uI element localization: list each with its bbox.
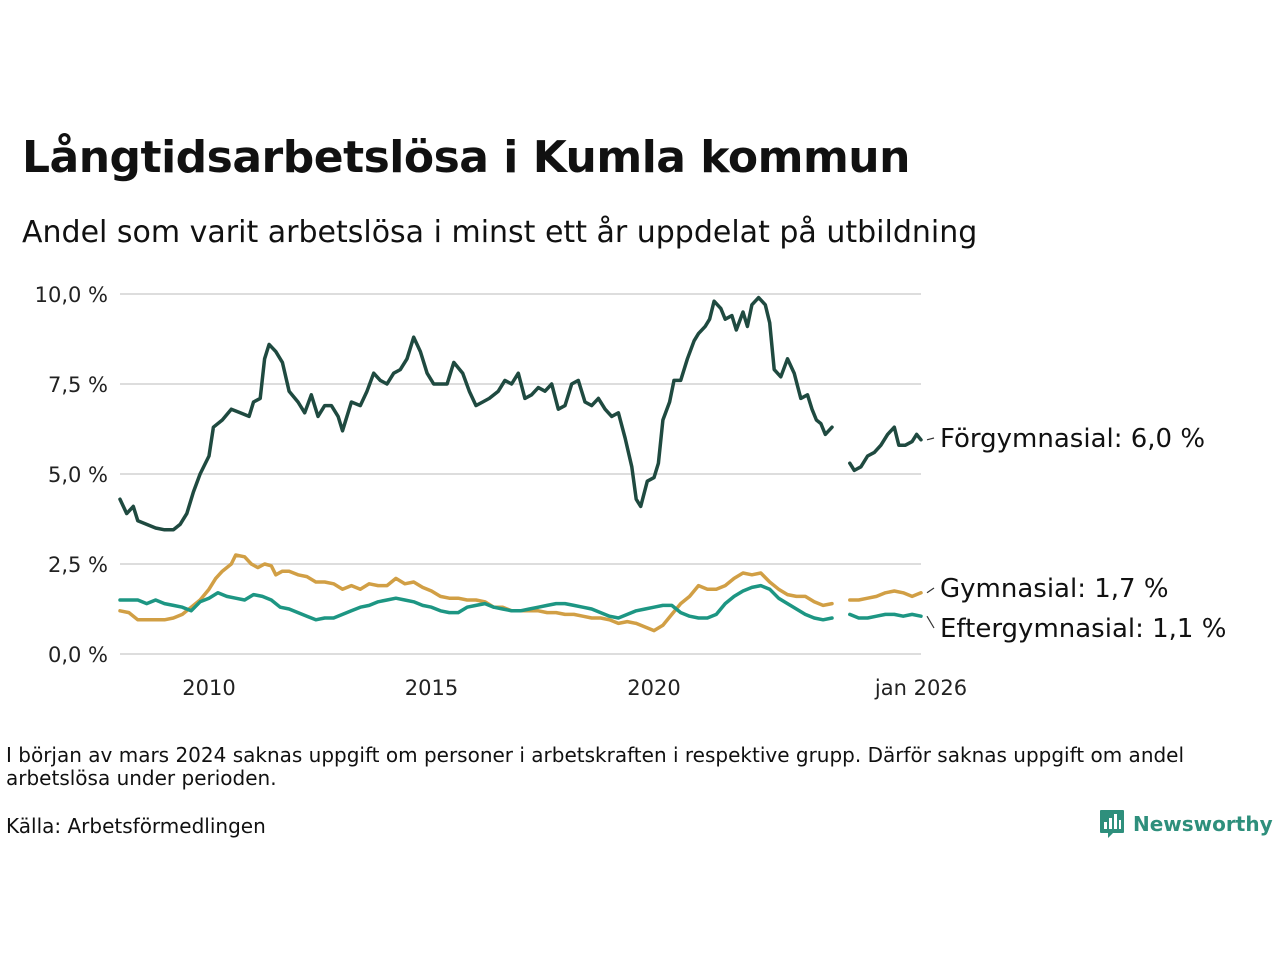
series-line-eftergymnasial [118,583,923,622]
series-end-label: Gymnasial: 1,7 % [940,574,1169,604]
bar-chart-icon [1100,810,1124,838]
y-tick-label: 10,0 % [35,283,108,307]
series-end-label: Eftergymnasial: 1,1 % [940,614,1226,644]
y-tick-label: 7,5 % [48,373,108,397]
source-credit: Källa: Arbetsförmedlingen [6,814,266,838]
leader-line [926,587,935,594]
y-tick-label: 2,5 % [48,553,108,577]
newsworthy-logo: Newsworthy [1099,809,1273,839]
series-line-gymnasial [118,553,923,633]
line-chart: 0,0 % 2,5 % 5,0 % 7,5 % 10,0 % 2010 2015 2020 ja… [35,283,1227,700]
chart-subtitle: Andel som varit arbetslösa i minst ett å… [22,215,978,250]
chart-title: Långtidsarbetslösa i Kumla kommun [22,132,910,183]
brand-name: Newsworthy [1133,812,1273,836]
x-tick-label: 2020 [627,676,680,700]
x-tick-label: jan 2026 [874,676,967,700]
x-tick-label: 2015 [405,676,458,700]
footnote: I början av mars 2024 saknas uppgift om … [6,743,1185,790]
x-tick-label: 2010 [182,676,235,700]
series-line-förgymnasial [118,295,923,532]
leader-line [926,437,935,441]
y-tick-label: 5,0 % [48,463,108,487]
series-end-label: Förgymnasial: 6,0 % [940,424,1205,454]
y-tick-label: 0,0 % [48,643,108,667]
leader-line [926,615,935,629]
